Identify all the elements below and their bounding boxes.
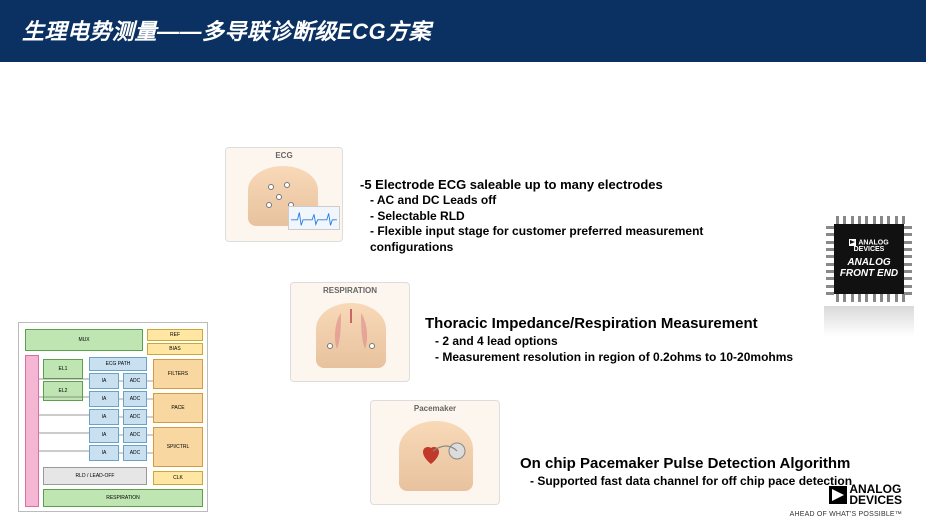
chip-pin [880, 216, 883, 224]
chip-pin [826, 233, 834, 236]
chip-pin [904, 285, 912, 288]
analog-devices-logo: ANALOGDEVICES [792, 484, 902, 506]
ecg-illustration: ECG [225, 147, 343, 242]
chip-pin [826, 292, 834, 295]
chip-pin [865, 216, 868, 224]
footer: ANALOGDEVICES AHEAD OF WHAT'S POSSIBLE™ [0, 482, 926, 522]
ecg-img-label: ECG [275, 151, 292, 160]
chip-reflection [824, 306, 914, 336]
slide-title: 生理电势测量——多导联诊断级ECG方案 [22, 14, 904, 46]
resp-bullet: - 2 and 4 lead options [425, 334, 905, 350]
ecg-trace-box [288, 206, 340, 230]
chip-pin [873, 294, 876, 302]
ecg-bullet: - Flexible input stage for customer pref… [360, 224, 790, 255]
chip-pin [826, 226, 834, 229]
chip-pin [836, 216, 839, 224]
chip-pin [904, 248, 912, 251]
chip-pin [826, 277, 834, 280]
chip-pin [902, 216, 905, 224]
chip-pin [826, 263, 834, 266]
respiration-illustration: RESPIRATION [290, 282, 410, 382]
chip-pin [887, 294, 890, 302]
chip-pin [902, 294, 905, 302]
chip-line1: ANALOG [847, 257, 890, 268]
afe-chip-graphic: ANALOG DEVICES ANALOG FRONT END [824, 214, 914, 304]
chip-pin [904, 233, 912, 236]
chip-pin [895, 294, 898, 302]
electrode-dot [266, 202, 272, 208]
footer-tagline: AHEAD OF WHAT'S POSSIBLE™ [790, 511, 902, 518]
ecg-text-block: -5 Electrode ECG saleable up to many ele… [360, 177, 790, 256]
chip-pin [904, 292, 912, 295]
ecg-title: -5 Electrode ECG saleable up to many ele… [360, 177, 790, 193]
chip-brand: ANALOG DEVICES [834, 239, 904, 253]
chip-pin [887, 216, 890, 224]
chip-pin [836, 294, 839, 302]
chip-pin [843, 216, 846, 224]
chip-pin [826, 241, 834, 244]
chip-pin [826, 285, 834, 288]
chip-pin [858, 294, 861, 302]
slide-header: 生理电势测量——多导联诊断级ECG方案 [0, 0, 926, 62]
pace-title: On chip Pacemaker Pulse Detection Algori… [520, 455, 920, 472]
chip-pin [858, 216, 861, 224]
electrode-dot [268, 184, 274, 190]
content-area: ECG -5 Electrode ECG saleable up to many… [0, 62, 926, 482]
electrode-dot [284, 182, 290, 188]
resp-bullet: - Measurement resolution in region of 0.… [425, 350, 905, 366]
chip-pin [873, 216, 876, 224]
chip-pin [851, 216, 854, 224]
chip-pin [826, 270, 834, 273]
chip-pin [904, 263, 912, 266]
electrode-dot [276, 194, 282, 200]
chip-pin [895, 216, 898, 224]
chip-pin [851, 294, 854, 302]
ad-logo-mark [829, 486, 847, 504]
chip-pin [904, 241, 912, 244]
chip-pin [904, 270, 912, 273]
chip-pin [843, 294, 846, 302]
chip-pin [904, 255, 912, 258]
chip-pin [904, 226, 912, 229]
chip-pin [904, 277, 912, 280]
ecg-bullet: - Selectable RLD [360, 209, 790, 225]
chip-pin [826, 248, 834, 251]
footer-brand2: DEVICES [849, 493, 902, 507]
chip-pin [880, 294, 883, 302]
chip-pin [826, 255, 834, 258]
chip-body: ANALOG DEVICES ANALOG FRONT END [834, 224, 904, 294]
chip-pin [865, 294, 868, 302]
ecg-bullet: - AC and DC Leads off [360, 193, 790, 209]
chip-line2: FRONT END [840, 268, 898, 279]
lungs-graphic [291, 283, 409, 381]
